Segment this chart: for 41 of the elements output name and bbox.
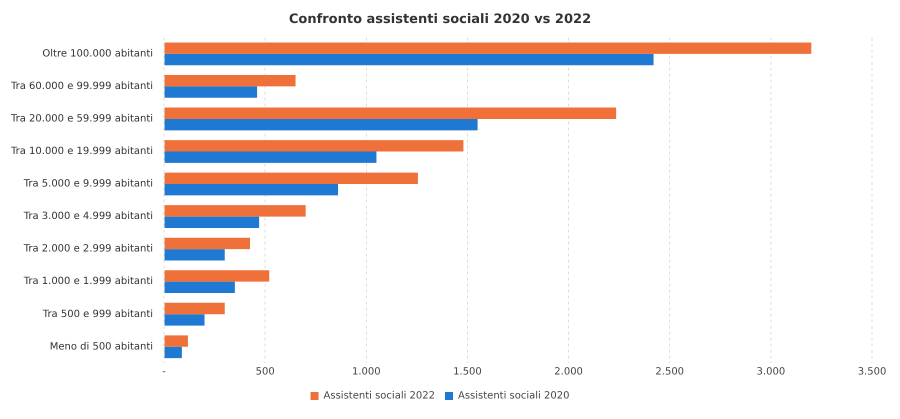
bar	[164, 151, 376, 163]
y-tick-label: Tra 60.000 e 99.999 abitanti	[10, 81, 154, 92]
x-tick-label: -	[162, 366, 166, 378]
bar	[164, 172, 418, 184]
bar	[164, 270, 270, 282]
legend-label: Assistenti sociali 2020	[458, 390, 570, 402]
bar	[164, 302, 225, 314]
bar	[164, 118, 478, 130]
bar	[164, 249, 225, 260]
bar	[164, 216, 260, 228]
x-tick-label: 500	[256, 366, 275, 378]
bar	[164, 184, 338, 196]
x-tick-label: 3.500	[858, 366, 886, 378]
y-tick-label: Tra 10.000 e 19.999 abitanti	[10, 146, 154, 158]
y-tick-label: Tra 3.000 e 4.999 abitanti	[22, 211, 154, 222]
bar	[164, 335, 188, 347]
bar	[164, 86, 258, 98]
x-tick-label: 1.000	[352, 366, 381, 378]
bar	[164, 314, 205, 326]
y-tick-label: Oltre 100.000 abitanti	[42, 48, 154, 60]
bar	[164, 42, 812, 54]
bar	[164, 238, 250, 250]
bar	[164, 54, 654, 66]
y-tick-label: Meno di 500 abitanti	[50, 341, 154, 352]
y-tick-label: Tra 20.000 e 59.999 abitanti	[10, 114, 154, 125]
bar	[164, 140, 464, 152]
bar	[164, 346, 182, 358]
bar	[164, 205, 306, 217]
y-tick-label: Tra 5.000 e 9.999 abitanti	[22, 178, 154, 190]
x-tick-label: 3.000	[756, 366, 786, 378]
x-tick-label: 2.000	[554, 366, 583, 378]
x-tick-label: 2.500	[655, 366, 684, 378]
x-tick-label: 1.500	[453, 366, 482, 378]
bar	[164, 75, 296, 86]
bar	[164, 282, 235, 294]
y-tick-label: Tra 500 e 999 abitanti	[42, 308, 154, 320]
y-tick-label: Tra 2.000 e 2.999 abitanti	[22, 244, 154, 255]
bar	[164, 108, 616, 119]
y-tick-label: Tra 1.000 e 1.999 abitanti	[22, 276, 154, 288]
legend-label: Assistenti sociali 2022	[324, 390, 436, 402]
chart-title: Confronto assistenti sociali 2020 vs 2022	[288, 12, 592, 28]
